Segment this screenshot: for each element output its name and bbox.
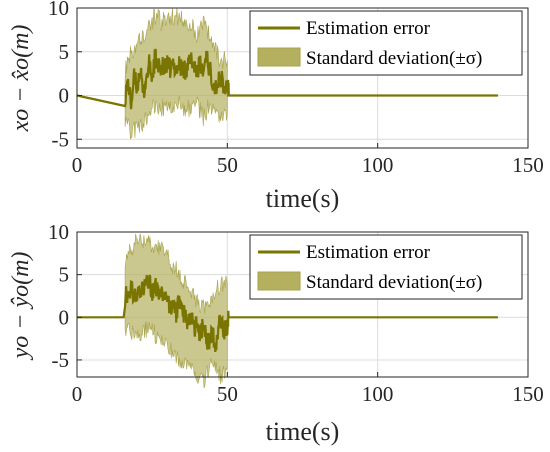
y-axis-label-bottom: yo − ŷo(m) [8,252,34,361]
legend-top: Estimation error Standard deviation(±σ) [249,10,523,76]
legend-band-swatch-top [257,47,301,67]
y-tick-label: 5 [59,40,70,64]
x-axis-label-top: time(s) [266,184,340,213]
y-tick-label: 5 [59,263,70,287]
legend-entry-std-top: Standard deviation(±σ) [306,48,482,69]
y-tick-label: -5 [52,348,70,372]
y-tick-label: 0 [59,305,70,329]
error-line [77,274,498,352]
x-tick-label: 50 [217,153,238,177]
legend-entry-error-bottom: Estimation error [306,242,431,263]
error-line [76,48,498,110]
legend-bottom: Estimation error Standard deviation(±σ) [249,234,523,300]
x-tick-label: 50 [217,382,238,406]
x-axis-label-bottom: time(s) [266,417,340,446]
plot-frame-top [76,7,529,149]
x-tick-label: 150 [512,153,544,177]
x-tick-label: 0 [72,382,83,406]
y-axis-label-top: xo − x̂o(m) [8,25,34,133]
y-tick-label: 10 [48,220,69,244]
legend-band-swatch-bottom [257,271,301,291]
x-tick-label: 100 [362,382,394,406]
x-tick-label: 100 [362,153,394,177]
legend-entry-std-bottom: Standard deviation(±σ) [306,272,482,293]
y-tick-label: 0 [59,84,70,108]
y-tick-label: -5 [52,127,70,151]
error-line-top [76,48,498,110]
plot-frame-bottom [76,231,529,378]
x-tick-label: 0 [72,153,83,177]
error-line-bottom [77,274,498,352]
legend-entry-error-top: Estimation error [306,18,431,39]
y-tick-label: 10 [48,0,69,20]
x-tick-label: 150 [512,382,544,406]
